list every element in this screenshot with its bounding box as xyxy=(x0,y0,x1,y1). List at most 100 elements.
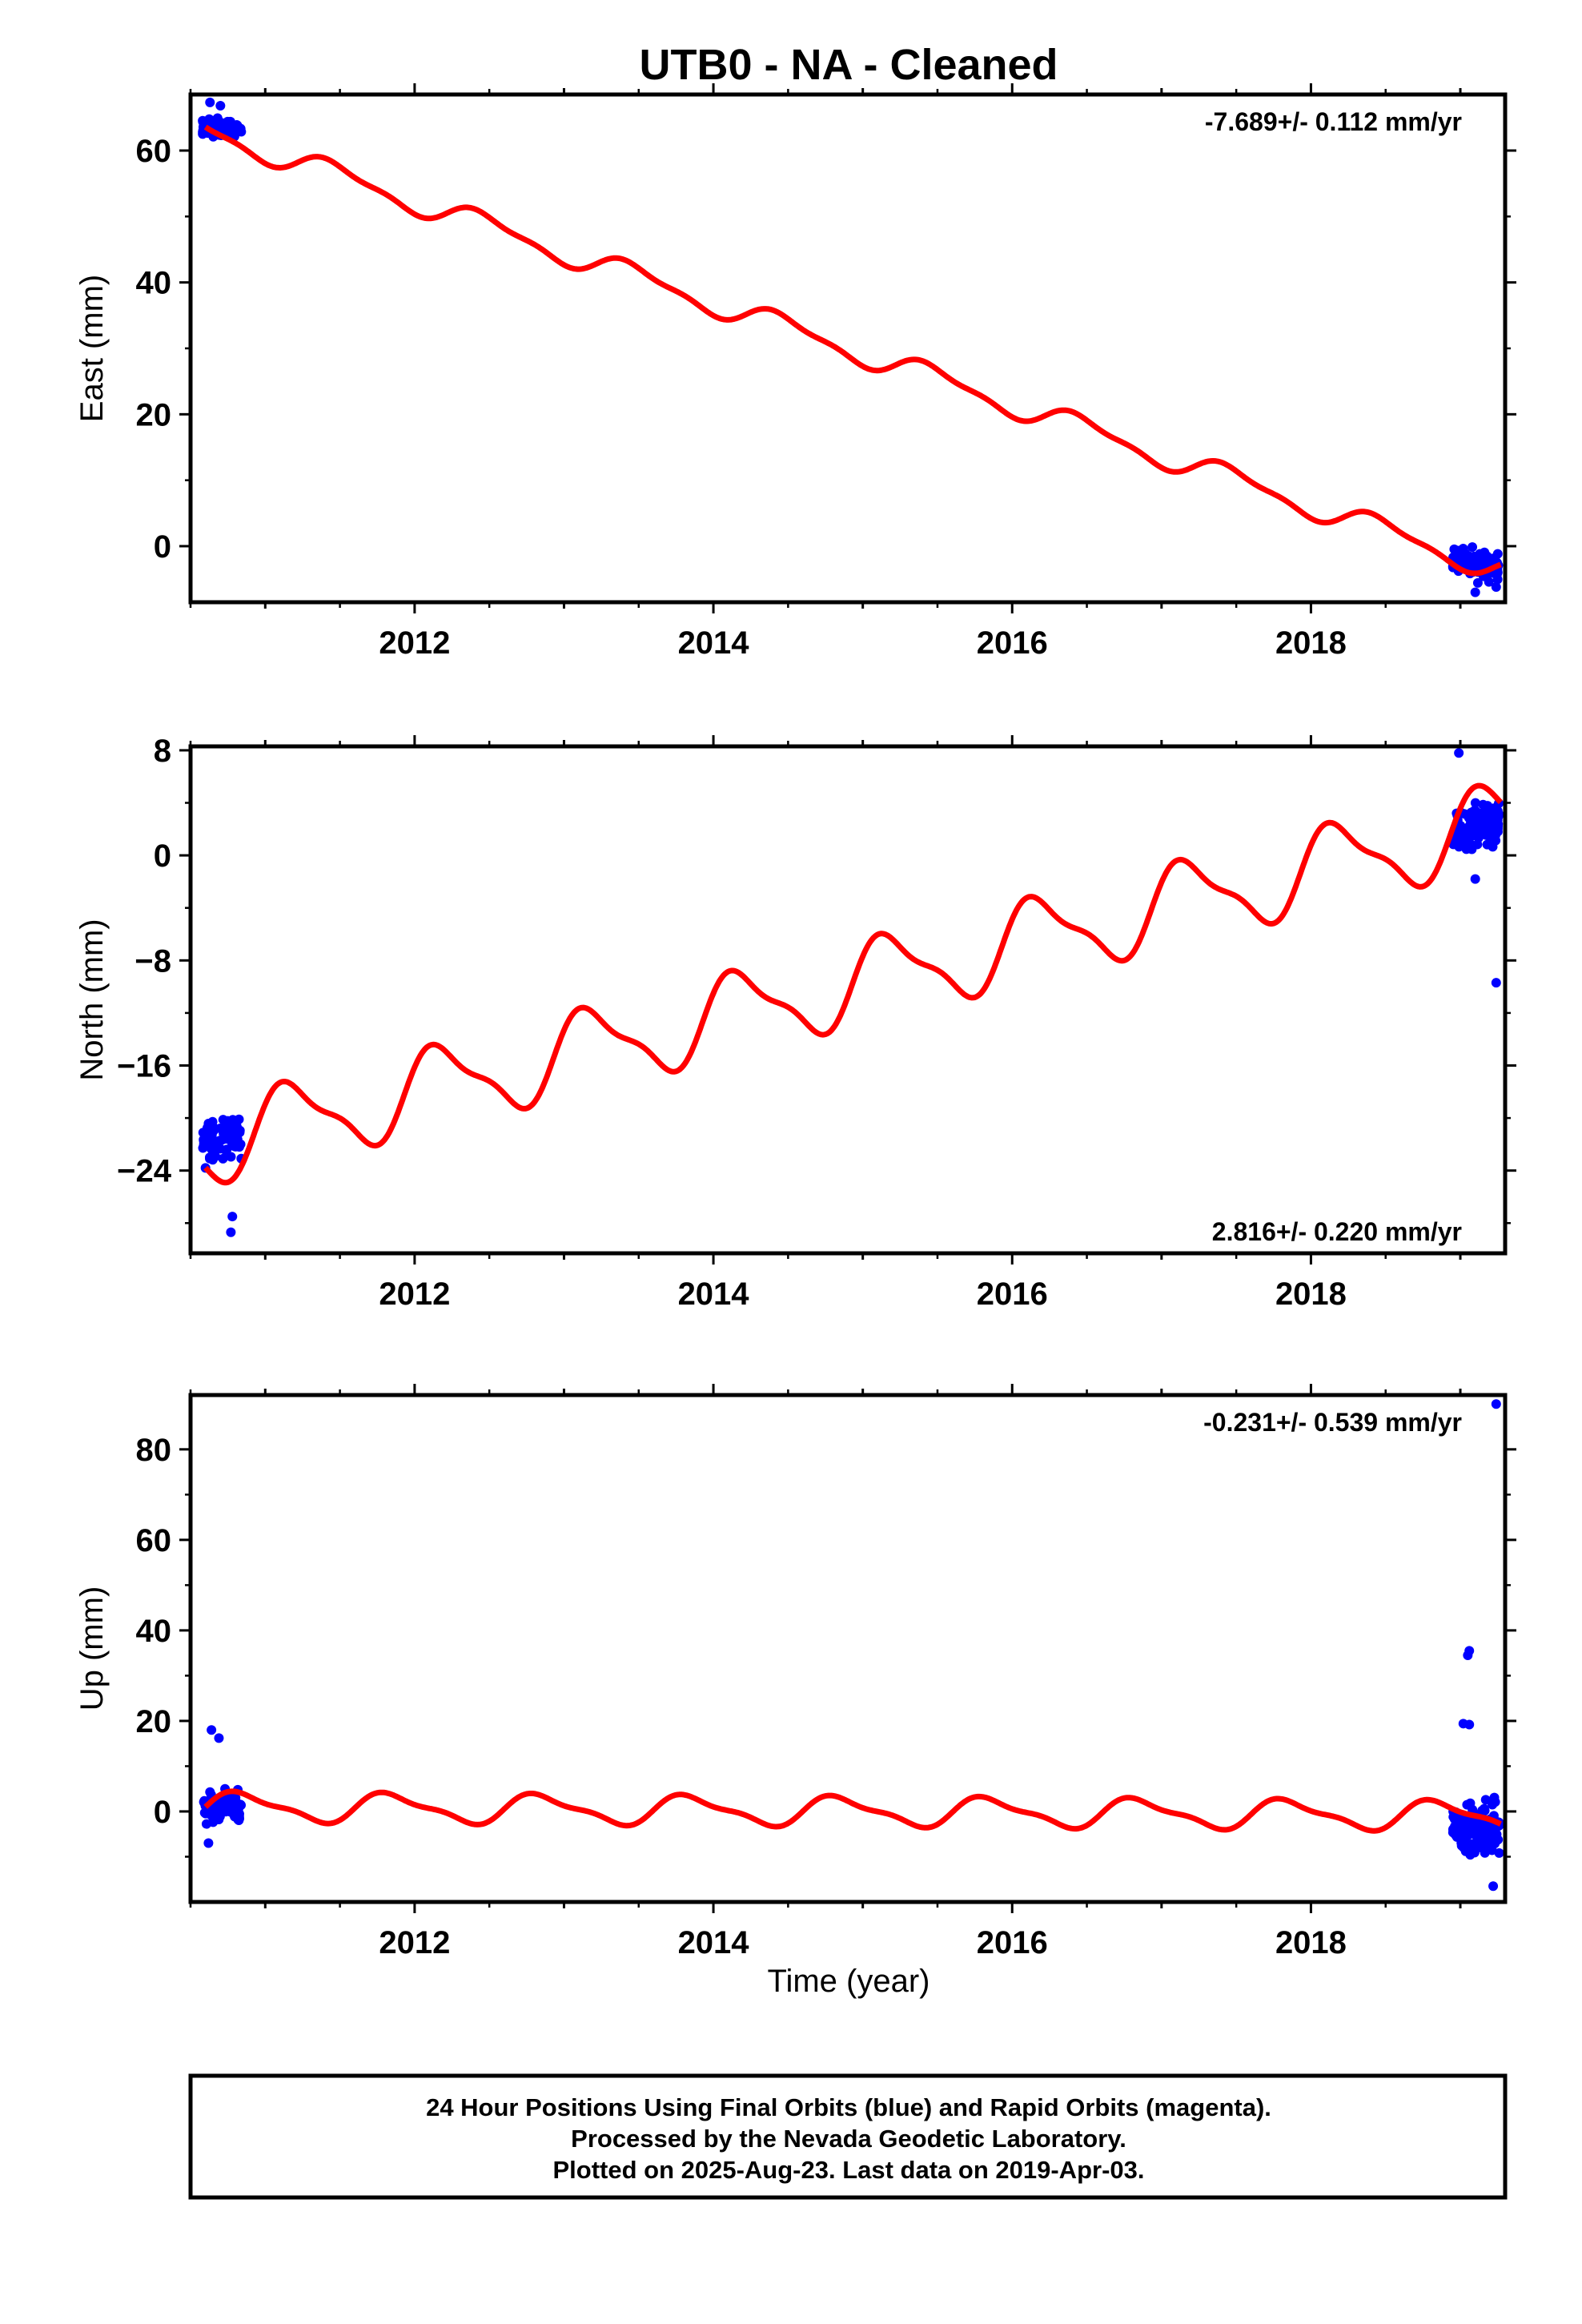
north-y-tick-label-0: 8 xyxy=(154,734,171,769)
up-y-tick-label-3: 60 xyxy=(136,1523,172,1558)
east-panel: 2012 2014 2016 2018 0 20 40 60 East (mm) -7.689+/… xyxy=(74,83,1516,661)
east-point xyxy=(198,117,208,127)
north-outlier-point xyxy=(227,1212,238,1222)
north-y-tick-label-3: −16 xyxy=(117,1048,171,1084)
east-point xyxy=(232,120,243,131)
up-y-tick-label-2: 40 xyxy=(136,1614,172,1649)
up-point xyxy=(1485,1824,1496,1835)
north-point xyxy=(1483,801,1493,811)
up-x-tick-label-2016: 2016 xyxy=(977,1925,1048,1960)
east-y-tick-label-1: 20 xyxy=(136,397,172,432)
north-point xyxy=(1461,844,1472,854)
north-point xyxy=(1463,834,1473,844)
east-point xyxy=(1468,542,1478,553)
north-point xyxy=(207,1135,218,1145)
east-x-tick-label-2018: 2018 xyxy=(1275,625,1347,661)
north-point xyxy=(222,1122,232,1132)
north-point xyxy=(1460,809,1470,819)
up-point xyxy=(1469,1848,1480,1858)
east-point xyxy=(1480,547,1490,557)
east-y-axis-label: East (mm) xyxy=(74,275,110,422)
up-point xyxy=(1465,1798,1476,1808)
north-y-axis-label: North (mm) xyxy=(74,919,110,1080)
up-point xyxy=(205,1787,215,1797)
up-point xyxy=(233,1815,243,1825)
north-x-tick-label-2014: 2014 xyxy=(678,1277,750,1312)
north-model-line xyxy=(203,782,1503,1186)
footer-line-2: Processed by the Nevada Geodetic Laborat… xyxy=(571,2125,1126,2153)
north-point xyxy=(231,1135,242,1145)
up-x-tick-label-2012: 2012 xyxy=(379,1925,450,1960)
north-point xyxy=(1470,798,1480,808)
east-point xyxy=(225,120,235,131)
up-outlier-point xyxy=(207,1725,217,1735)
up-panel: 2012 2014 2016 2018 0 20 40 60 80 Up (mm) -0.231+/… xyxy=(74,1384,1516,1960)
north-outlier-point xyxy=(1491,978,1501,988)
up-y-tick-label-0: 0 xyxy=(154,1795,171,1830)
east-outlier-point xyxy=(205,97,215,107)
north-point xyxy=(1456,821,1466,831)
north-point xyxy=(218,1153,228,1164)
up-x-tick-label-2018: 2018 xyxy=(1275,1925,1347,1960)
north-point xyxy=(218,1115,228,1125)
north-point xyxy=(1488,842,1498,852)
up-outlier-point xyxy=(1464,1719,1475,1730)
east-x-tick-label-2014: 2014 xyxy=(678,625,750,661)
north-x-tick-label-2018: 2018 xyxy=(1275,1277,1347,1312)
north-point xyxy=(207,1155,218,1165)
up-y-tick-label-4: 80 xyxy=(136,1433,172,1468)
up-data-points xyxy=(199,1399,1504,1892)
footer-frame xyxy=(188,2073,1508,2200)
north-point xyxy=(1492,804,1502,814)
up-point xyxy=(1480,1795,1491,1805)
north-point xyxy=(1487,826,1497,837)
east-plot-frame xyxy=(188,92,1508,605)
north-point xyxy=(1468,807,1479,818)
north-point xyxy=(1479,811,1489,822)
up-point xyxy=(1460,1820,1471,1831)
east-point xyxy=(1484,577,1494,587)
up-outlier-point xyxy=(203,1838,214,1848)
up-point xyxy=(1456,1833,1466,1844)
north-point xyxy=(1470,819,1480,830)
up-ticks xyxy=(179,1384,1516,1913)
north-point xyxy=(199,1136,209,1147)
up-outlier-point xyxy=(1463,1650,1473,1660)
east-x-tick-label-2012: 2012 xyxy=(379,625,450,661)
up-point xyxy=(1494,1848,1504,1858)
up-point xyxy=(1480,1806,1490,1816)
north-x-tick-label-2012: 2012 xyxy=(379,1277,450,1312)
east-point xyxy=(1468,561,1479,571)
up-point xyxy=(227,1798,237,1808)
north-plot-frame xyxy=(188,744,1508,1256)
north-point xyxy=(1475,829,1485,839)
up-model-line xyxy=(203,1788,1502,1834)
up-plot-frame xyxy=(188,1393,1508,1904)
up-rate-label: -0.231+/- 0.539 mm/yr xyxy=(1203,1408,1462,1437)
east-data-points xyxy=(198,97,1504,597)
up-outlier-point xyxy=(214,1733,224,1743)
east-rate-label: -7.689+/- 0.112 mm/yr xyxy=(1205,107,1462,136)
north-y-tick-label-2: −8 xyxy=(135,943,171,979)
east-y-tick-label-3: 60 xyxy=(136,134,172,169)
north-rate-label: 2.816+/- 0.220 mm/yr xyxy=(1212,1217,1462,1246)
east-point xyxy=(1488,553,1498,564)
up-x-tick-label-2014: 2014 xyxy=(678,1925,750,1960)
up-y-tick-label-1: 20 xyxy=(136,1704,172,1739)
east-outlier-point xyxy=(215,100,226,111)
east-y-tick-label-2: 40 xyxy=(136,266,172,301)
east-x-tick-label-2016: 2016 xyxy=(977,625,1048,661)
north-x-tick-label-2016: 2016 xyxy=(977,1277,1048,1312)
up-point xyxy=(218,1803,228,1813)
north-y-tick-label-4: −24 xyxy=(117,1154,172,1189)
east-y-tick-label-0: 0 xyxy=(154,529,171,565)
east-point xyxy=(1472,577,1483,588)
north-outlier-point xyxy=(1470,874,1480,884)
north-y-tick-label-1: 0 xyxy=(154,838,171,874)
north-outlier-point xyxy=(226,1227,236,1237)
east-point xyxy=(1464,552,1474,562)
east-point xyxy=(216,119,227,130)
up-point xyxy=(1451,1825,1461,1835)
up-outlier-point xyxy=(1488,1881,1499,1892)
